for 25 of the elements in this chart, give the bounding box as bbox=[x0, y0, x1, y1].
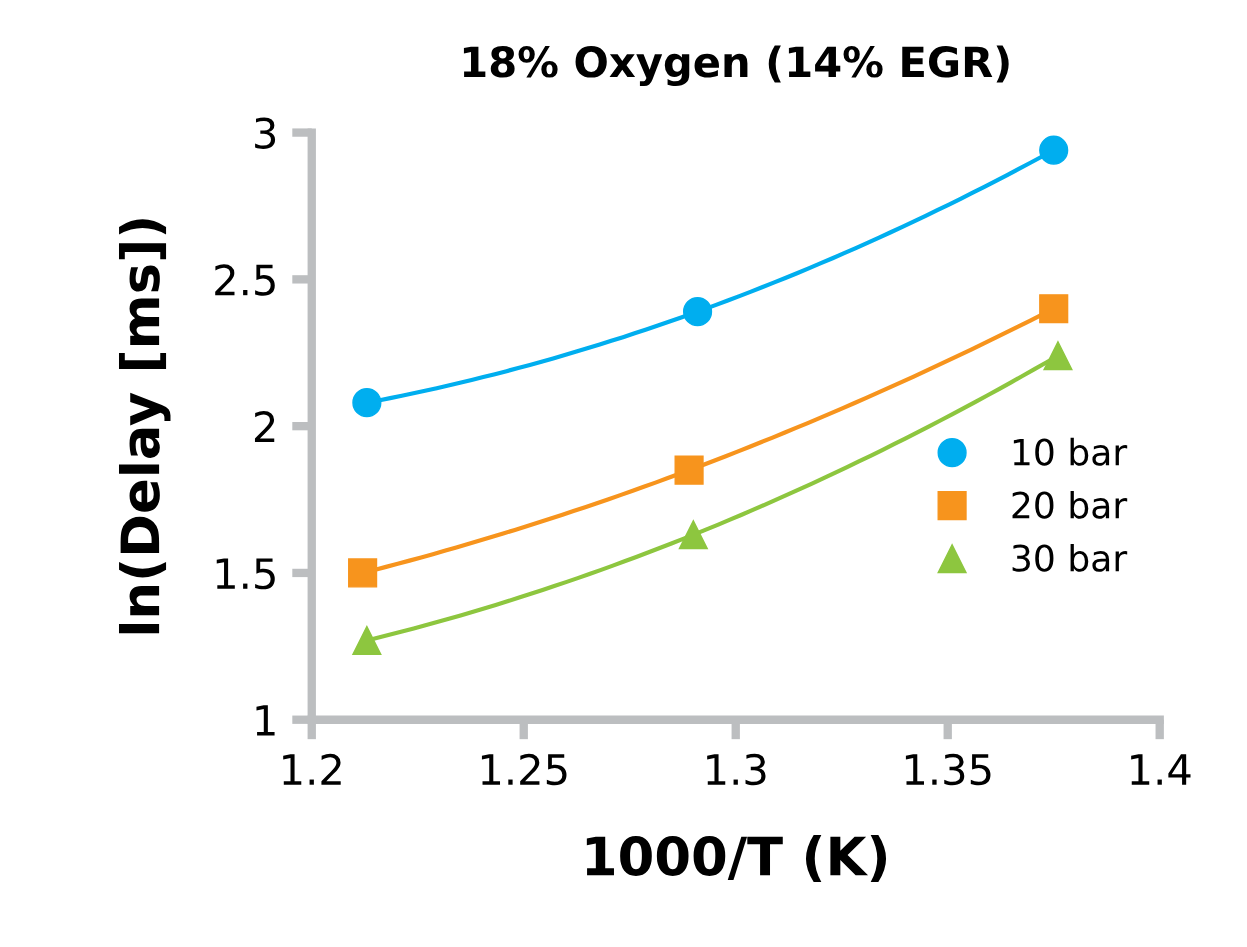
y-tick-label: 2.5 bbox=[215, 264, 275, 296]
x-tick-label: 1.4 bbox=[1131, 754, 1191, 785]
x-tick-label: 1.25 bbox=[481, 753, 567, 786]
point bbox=[678, 520, 708, 550]
point bbox=[674, 455, 704, 485]
chart-title: 18% Oxygen (14% EGR) bbox=[463, 45, 1009, 87]
y-axis-title: ln(Delay [ms]) bbox=[119, 219, 171, 634]
point bbox=[348, 558, 378, 588]
x-tick-label: 1.3 bbox=[707, 753, 766, 786]
y-tick-label: 3 bbox=[255, 117, 276, 149]
x-tick-label: 1.35 bbox=[905, 753, 991, 786]
legend-label: 10 bar bbox=[1013, 437, 1128, 466]
point bbox=[682, 297, 713, 327]
x-tick-label: 1.2 bbox=[283, 753, 341, 785]
point bbox=[1043, 341, 1073, 371]
y-tick-label: 1.5 bbox=[216, 558, 275, 590]
point bbox=[352, 625, 382, 656]
legend-label: 20 bar bbox=[1012, 490, 1128, 519]
x-axis-title: 1000/T (K) bbox=[586, 835, 887, 883]
point bbox=[1039, 135, 1069, 165]
y-tick-label: 1 bbox=[256, 705, 275, 736]
point bbox=[1039, 294, 1069, 324]
y-tick-label: 2 bbox=[254, 411, 275, 442]
legend-label: 30 bar bbox=[1012, 543, 1128, 572]
point bbox=[352, 388, 382, 418]
